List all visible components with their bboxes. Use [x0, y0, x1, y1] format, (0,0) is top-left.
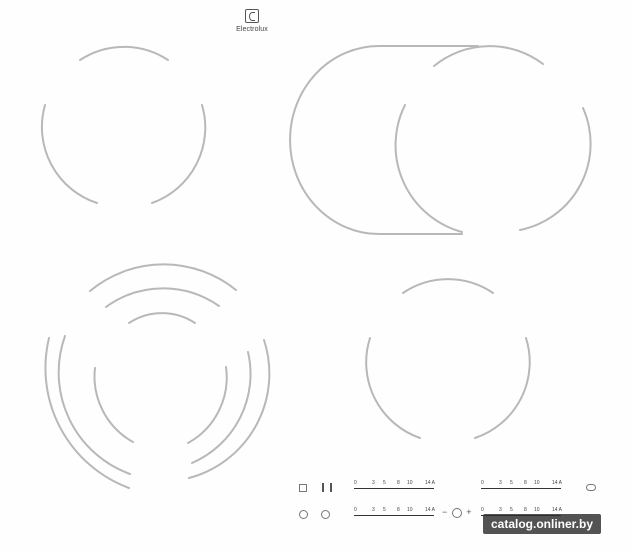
- slider-3-tick-4: 10: [407, 507, 413, 513]
- power-slider-3[interactable]: 0 3 5 8 10 14 A: [354, 507, 436, 519]
- zone-rear-left[interactable]: [40, 45, 207, 204]
- slider-4-tick-2: 5: [510, 507, 513, 513]
- slider-2-tick-0: 0: [481, 480, 484, 486]
- watermark: catalog.onliner.by: [483, 514, 602, 534]
- zone-front-right[interactable]: [365, 278, 531, 439]
- electrolux-logo-icon: [245, 9, 259, 23]
- timer-control[interactable]: − +: [442, 507, 472, 518]
- zone-front-left[interactable]: [44, 263, 271, 489]
- toggle-icon[interactable]: [586, 484, 596, 491]
- slider-1-track[interactable]: [354, 488, 434, 489]
- pause-icon[interactable]: [322, 483, 332, 492]
- slider-1-tick-3: 8: [397, 480, 400, 486]
- slider-4-tick-4: 10: [534, 507, 540, 513]
- slider-2-tick-1: 3: [499, 480, 502, 486]
- slider-3-track[interactable]: [354, 515, 434, 516]
- slider-4-tick-3: 8: [524, 507, 527, 513]
- timer-icon[interactable]: [451, 507, 462, 518]
- slider-4-tick-1: 3: [499, 507, 502, 513]
- brand-name: Electrolux: [236, 26, 268, 33]
- slider-2-tick-4: 10: [534, 480, 540, 486]
- slider-3-tick-3: 8: [397, 507, 400, 513]
- slider-3-tick-1: 3: [372, 507, 375, 513]
- brand-logo: Electrolux: [228, 9, 276, 33]
- slider-1-tick-0: 0: [354, 480, 357, 486]
- slider-1-tick-5: 14 A: [425, 480, 436, 486]
- lock-icon[interactable]: [299, 484, 307, 492]
- power-slider-2[interactable]: 0 3 5 8 10 14 A: [481, 480, 563, 492]
- slider-1-tick-4: 10: [407, 480, 413, 486]
- power-slider-1[interactable]: 0 3 5 8 10 14 A: [354, 480, 436, 492]
- timer-plus-button[interactable]: +: [466, 507, 472, 517]
- slider-1-tick-2: 5: [383, 480, 386, 486]
- timer-minus-button[interactable]: −: [442, 507, 448, 517]
- slider-4-tick-0: 0: [481, 507, 484, 513]
- slider-3-tick-2: 5: [383, 507, 386, 513]
- slider-2-tick-3: 8: [524, 480, 527, 486]
- slider-3-tick-5: 14 A: [425, 507, 436, 513]
- slider-4-tick-5: 14 A: [552, 507, 563, 513]
- slider-1-tick-1: 3: [372, 480, 375, 486]
- bridge-icon[interactable]: [321, 510, 330, 519]
- slider-3-tick-0: 0: [354, 507, 357, 513]
- slider-2-tick-5: 14 A: [552, 480, 563, 486]
- slider-2-track[interactable]: [481, 488, 561, 489]
- power-icon[interactable]: [299, 510, 308, 519]
- zone-rear-right-oval[interactable]: [289, 45, 592, 235]
- slider-2-tick-2: 5: [510, 480, 513, 486]
